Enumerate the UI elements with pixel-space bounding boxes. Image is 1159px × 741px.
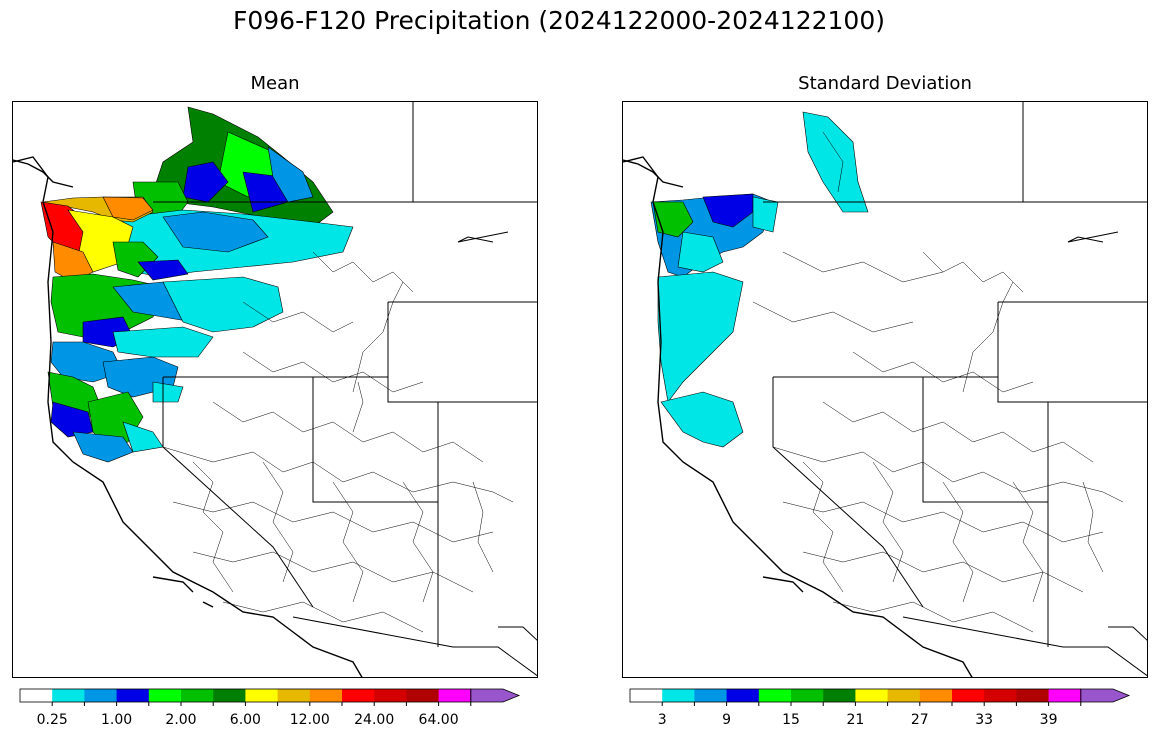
mean-colorbar-segment bbox=[84, 689, 118, 702]
mean-colorbar-tick-label: 24.00 bbox=[354, 712, 395, 728]
stddev-panel-title: Standard Deviation bbox=[798, 73, 972, 94]
mean-colorbar-tick-label: 0.25 bbox=[36, 712, 68, 728]
stddev-colorbar-segment bbox=[855, 689, 889, 702]
mean-colorbar-tick-label: 2.00 bbox=[165, 712, 197, 728]
stddev-colorbar-segment bbox=[758, 689, 792, 702]
stddev-fill bbox=[650, 111, 869, 448]
mean-colorbar-segment bbox=[213, 689, 246, 702]
stddev-colorbar-segment bbox=[919, 689, 953, 702]
stddev-colorbar-segment bbox=[823, 689, 856, 702]
mean-colorbar-segment bbox=[20, 689, 53, 702]
stddev-colorbar-segment bbox=[791, 689, 824, 702]
mean-colorbar-segment bbox=[374, 689, 407, 702]
mean-colorbar-segment bbox=[245, 689, 279, 702]
stddev-colorbar-tick-label: 15 bbox=[782, 712, 800, 728]
stddev-colorbar-segment bbox=[694, 689, 728, 702]
stddev-colorbar-segment bbox=[630, 689, 663, 702]
mean-panel-title: Mean bbox=[250, 73, 300, 94]
mean-colorbar-segment bbox=[309, 689, 343, 702]
mean-map bbox=[12, 101, 538, 678]
mean-colorbar-segment bbox=[406, 689, 440, 702]
mean-colorbar-tick-label: 12.00 bbox=[289, 712, 330, 728]
stddev-colorbar-segment bbox=[984, 689, 1017, 702]
mean-colorbar-segment bbox=[52, 689, 85, 702]
mean-colorbar-tick-label: 64.00 bbox=[418, 712, 459, 728]
mean-colorbar bbox=[19, 688, 530, 706]
stddev-watershed-lines bbox=[752, 131, 1124, 633]
stddev-colorbar-segment bbox=[662, 689, 695, 702]
stddev-colorbar-extend-arrow bbox=[1080, 688, 1131, 703]
mean-coastline bbox=[13, 156, 363, 677]
mean-precip-fill bbox=[40, 106, 354, 463]
stddev-colorbar-tick-label: 39 bbox=[1039, 712, 1058, 728]
stddev-colorbar-segment bbox=[726, 689, 760, 702]
stddev-colorbar-tick-label: 27 bbox=[910, 712, 929, 728]
mean-colorbar-segment bbox=[438, 689, 472, 702]
stddev-colorbar-tick-label: 9 bbox=[722, 712, 732, 728]
mean-colorbar-segment bbox=[148, 689, 182, 702]
mean-colorbar-segment bbox=[342, 689, 375, 702]
mean-watershed-lines bbox=[162, 251, 514, 633]
stddev-colorbar bbox=[629, 688, 1140, 706]
stddev-colorbar-segment bbox=[1016, 689, 1050, 702]
stddev-map bbox=[622, 101, 1148, 678]
mean-colorbar-tick-label: 6.00 bbox=[229, 712, 261, 728]
stddev-colorbar-segment bbox=[952, 689, 985, 702]
mean-colorbar-segment bbox=[181, 689, 214, 702]
stddev-colorbar-tick-label: 21 bbox=[846, 712, 865, 728]
stddev-colorbar-tick-label: 33 bbox=[975, 712, 994, 728]
mean-colorbar-segment bbox=[277, 689, 311, 702]
stddev-colorbar-tick-label: 3 bbox=[657, 712, 667, 728]
stddev-colorbar-segment bbox=[887, 689, 921, 702]
stddev-coastline bbox=[623, 156, 973, 677]
mean-colorbar-segment bbox=[116, 689, 150, 702]
figure-title: F096-F120 Precipitation (2024122000-2024… bbox=[232, 6, 885, 35]
mean-colorbar-tick-label: 1.00 bbox=[101, 712, 133, 728]
stddev-colorbar-segment bbox=[1048, 689, 1082, 702]
mean-state-borders bbox=[153, 102, 537, 677]
mean-colorbar-extend-arrow bbox=[470, 688, 521, 703]
